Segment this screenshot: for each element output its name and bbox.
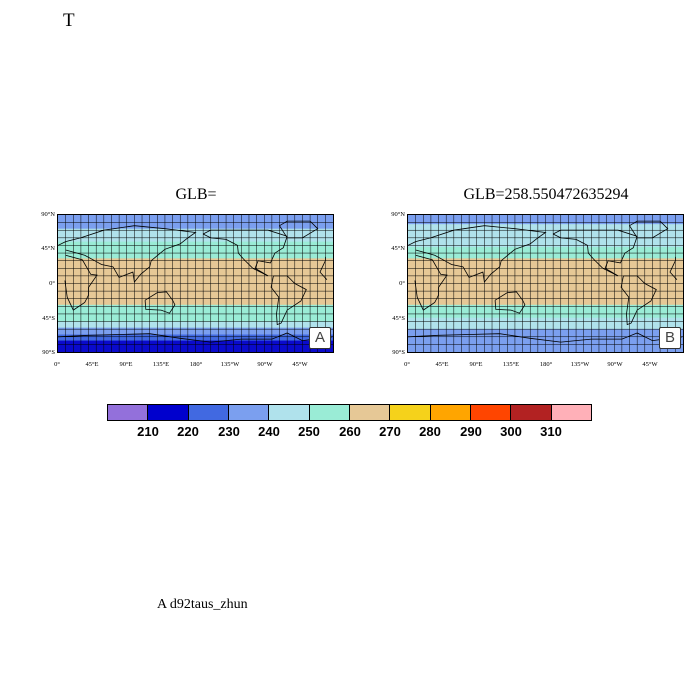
colorbar-tick-220: 220	[177, 424, 199, 439]
lat-label-0: 0°	[49, 280, 55, 287]
colorbar-swatch-5	[309, 405, 350, 420]
colorbar-tick-260: 260	[339, 424, 361, 439]
colorbar-swatch-3	[228, 405, 270, 420]
coastline	[278, 220, 319, 239]
colorbar-swatch-1	[148, 405, 189, 420]
colorbar-tick-280: 280	[419, 424, 441, 439]
colorbar-swatch-4	[269, 405, 310, 420]
panel-a-badge: A	[309, 327, 331, 349]
lat-label-90s: 90°S	[392, 349, 405, 356]
coastline	[494, 291, 526, 314]
page-title: T	[63, 10, 75, 31]
map-panel-a	[57, 214, 334, 353]
coastline	[58, 332, 333, 343]
colorbar-swatch-2	[188, 405, 229, 420]
colorbar-swatch-7	[390, 405, 431, 420]
lat-label-0: 0°	[399, 280, 405, 287]
coastline	[620, 275, 657, 326]
lon-label-90w: 90°W	[257, 361, 273, 368]
coastline	[58, 225, 197, 283]
colorbar-tick-300: 300	[500, 424, 522, 439]
lon-label-135w: 135°W	[570, 361, 590, 368]
colorbar-swatch-6	[349, 405, 391, 420]
coastline	[270, 275, 307, 326]
lon-label-90e: 90°E	[469, 361, 483, 368]
lon-label-0: 0°	[54, 361, 60, 368]
lon-label-135w: 135°W	[220, 361, 240, 368]
lon-label-45e: 45°E	[85, 361, 99, 368]
colorbar-swatch-0	[108, 405, 149, 420]
lat-label-90n: 90°N	[391, 211, 405, 218]
coastline	[414, 254, 448, 311]
coastline	[319, 256, 328, 280]
lon-label-180: 180°	[539, 361, 553, 368]
lon-label-135e: 135°E	[152, 361, 170, 368]
colorbar-swatch-9	[470, 405, 512, 420]
lon-label-135e: 135°E	[502, 361, 520, 368]
lon-label-45w: 45°W	[642, 361, 658, 368]
colorbar-tick-230: 230	[218, 424, 240, 439]
coastline	[628, 220, 669, 239]
colorbar	[107, 404, 592, 421]
lat-label-45s: 45°S	[42, 315, 55, 322]
lon-label-90e: 90°E	[119, 361, 133, 368]
colorbar-swatch-10	[511, 405, 552, 420]
coastline	[408, 332, 683, 343]
colorbar-tick-270: 270	[379, 424, 401, 439]
lon-label-90w: 90°W	[607, 361, 623, 368]
lon-label-45e: 45°E	[435, 361, 449, 368]
map-panel-b	[407, 214, 684, 353]
lat-label-45n: 45°N	[41, 245, 55, 252]
coastline	[64, 254, 98, 311]
coastline	[202, 229, 288, 277]
lat-label-45n: 45°N	[391, 245, 405, 252]
coastline	[144, 291, 176, 314]
lon-label-0: 0°	[404, 361, 410, 368]
panel-b-title: GLB=258.550472635294	[463, 186, 629, 203]
coastline	[408, 225, 547, 283]
lat-label-90s: 90°S	[42, 349, 55, 356]
panel-b-badge: B	[659, 327, 681, 349]
colorbar-tick-250: 250	[298, 424, 320, 439]
colorbar-swatch-11	[551, 405, 591, 420]
coastline	[669, 256, 678, 280]
lon-label-45w: 45°W	[292, 361, 308, 368]
lat-label-45s: 45°S	[392, 315, 405, 322]
colorbar-swatch-8	[430, 405, 471, 420]
panel-a-title: GLB=	[175, 186, 217, 203]
colorbar-tick-210: 210	[137, 424, 159, 439]
footer-label: A d92taus_zhun	[157, 597, 248, 612]
colorbar-tick-310: 310	[540, 424, 562, 439]
lat-label-90n: 90°N	[41, 211, 55, 218]
colorbar-tick-290: 290	[460, 424, 482, 439]
coastline	[552, 229, 638, 277]
lon-label-180: 180°	[189, 361, 203, 368]
colorbar-tick-240: 240	[258, 424, 280, 439]
